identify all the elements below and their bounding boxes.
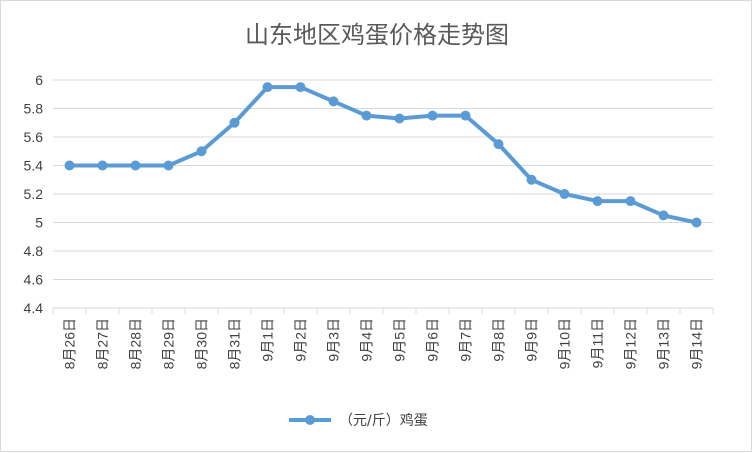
data-point <box>361 110 372 121</box>
data-point <box>625 196 636 207</box>
data-point <box>229 117 240 128</box>
y-tick-label: 4.8 <box>24 243 44 259</box>
y-tick-label: 5.8 <box>24 101 44 117</box>
gridlines <box>53 79 713 309</box>
x-tick-label: 9月1日 <box>260 318 276 362</box>
x-tick-label: 9月9日 <box>524 318 540 362</box>
x-tick-label: 9月10日 <box>557 318 573 369</box>
x-tick-label: 9月7日 <box>458 318 474 362</box>
x-tick-label: 8月27日 <box>95 318 111 369</box>
data-point <box>394 113 405 124</box>
legend-label: （元/斤）鸡蛋 <box>339 412 428 429</box>
x-tick-label: 9月8日 <box>491 318 507 362</box>
data-point <box>163 160 174 171</box>
data-point <box>328 96 339 107</box>
y-tick-label: 5 <box>35 215 43 231</box>
data-point <box>526 174 537 185</box>
x-tick-label: 8月28日 <box>128 318 144 369</box>
legend: （元/斤）鸡蛋 <box>289 412 428 429</box>
data-point <box>130 160 141 171</box>
data-point <box>97 160 108 171</box>
x-tick-label: 9月6日 <box>425 318 441 362</box>
y-tick-label: 4.4 <box>24 300 44 316</box>
x-tick-label: 9月13日 <box>656 318 672 369</box>
x-tick-label: 9月4日 <box>359 318 375 362</box>
data-point <box>691 217 702 228</box>
data-point <box>592 196 603 207</box>
data-point <box>427 110 438 121</box>
y-tick-label: 4.6 <box>24 272 44 288</box>
x-axis-ticks: 8月26日 8月27日 8月28日 8月29日 8月30日 8月31日 9月1日 9月2日 9月… <box>52 308 714 369</box>
data-point <box>658 210 669 221</box>
x-tick-label: 9月3日 <box>326 318 342 362</box>
data-point <box>196 146 207 157</box>
data-point <box>460 110 471 121</box>
y-axis-ticks: 6 5.8 5.6 5.4 5.2 5 4.8 4.6 4.4 <box>24 72 44 316</box>
x-tick-label: 9月2日 <box>293 318 309 362</box>
data-point <box>559 189 570 199</box>
x-tick-label: 9月5日 <box>392 318 408 362</box>
y-tick-label: 5.4 <box>24 158 44 174</box>
y-tick-label: 6 <box>35 72 43 88</box>
x-tick-label: 8月29日 <box>161 318 177 369</box>
x-tick-label: 9月14日 <box>689 318 705 369</box>
series-line <box>67 85 699 225</box>
data-point <box>64 160 75 171</box>
chart-title: 山东地区鸡蛋价格走势图 <box>245 21 509 49</box>
x-tick-label: 9月11日 <box>590 318 606 368</box>
y-tick-label: 5.6 <box>24 129 44 145</box>
data-point <box>295 82 306 93</box>
x-tick-label: 9月12日 <box>623 318 639 369</box>
y-tick-label: 5.2 <box>24 186 44 202</box>
x-tick-label: 8月30日 <box>194 318 210 369</box>
data-point <box>262 82 273 93</box>
data-point <box>493 139 504 150</box>
x-tick-label: 8月26日 <box>62 318 78 369</box>
series-layer <box>64 82 702 228</box>
x-tick-label: 8月31日 <box>227 318 243 369</box>
legend-marker-swatch <box>305 415 315 425</box>
